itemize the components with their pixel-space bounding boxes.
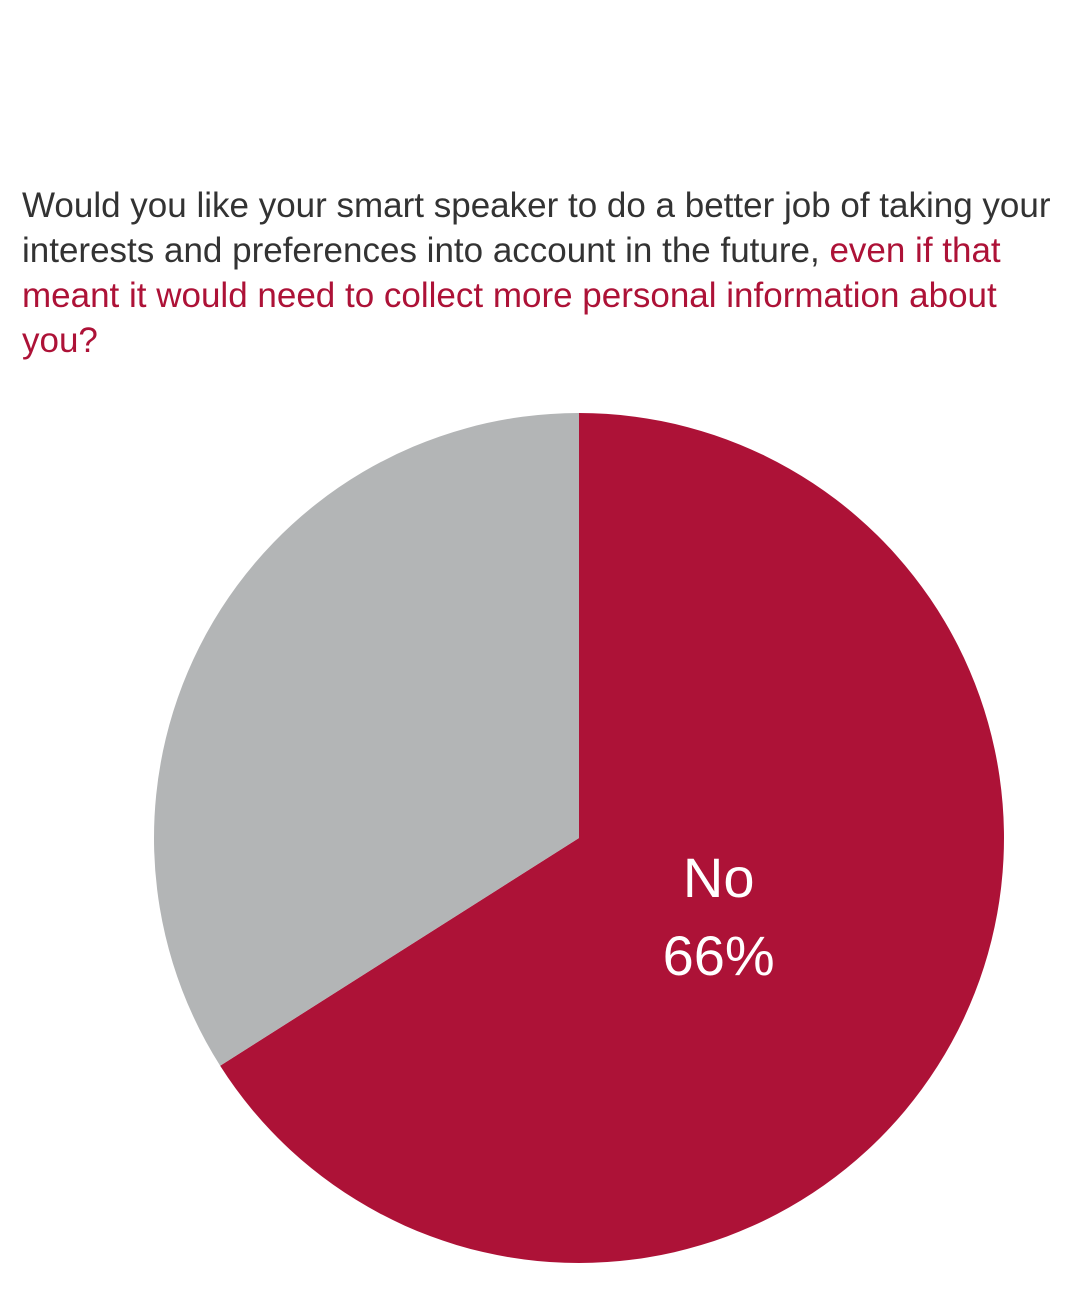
question-emphasis-text: even if that meant it would need to coll… (22, 231, 1001, 360)
pie-slice-other (153, 413, 579, 1066)
pie-slices (153, 413, 1004, 1263)
chart-question: Would you like your smart speaker to do … (22, 183, 1082, 363)
pie-labels: No 66% (663, 846, 775, 987)
slice-label-name: No (683, 846, 755, 909)
question-text: Would you like your smart speaker to do … (22, 186, 1051, 270)
slice-label-value: 66% (663, 924, 775, 987)
pie-slice-no (220, 413, 1004, 1263)
